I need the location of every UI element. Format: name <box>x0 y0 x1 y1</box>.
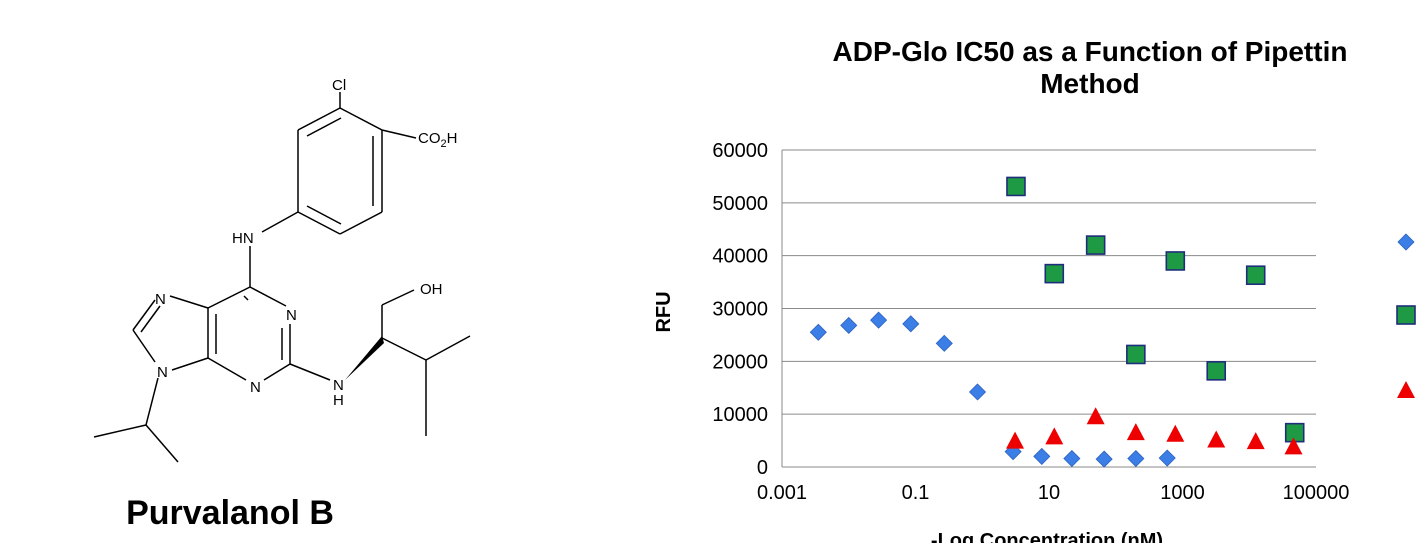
triangle-data-point <box>1166 424 1185 442</box>
square-data-point <box>1245 265 1266 286</box>
x-tick-label: 0.1 <box>902 482 930 504</box>
y-tick-label: 10000 <box>712 404 768 426</box>
purvalanol-b-structure: Cl CO2H HN OH N N N N N H <box>93 77 471 463</box>
x-axis-label: -Log Concentration (nM) <box>931 530 1163 543</box>
data-points <box>809 176 1305 468</box>
diamond-data-point <box>809 323 827 341</box>
y-axis-label: RFU <box>653 291 675 332</box>
diamond-data-point <box>902 315 920 333</box>
square-data-point <box>1085 235 1106 255</box>
chart-title: ADP-Glo IC50 as a Function of Pipettin M… <box>700 36 1419 100</box>
diamond-data-point <box>870 311 888 329</box>
hn-label: HN <box>232 230 254 247</box>
n9-label: N <box>157 364 168 381</box>
y-tick-label: 30000 <box>712 299 768 321</box>
y-tick-label: 0 <box>757 457 768 479</box>
grid-lines <box>782 149 1316 415</box>
square-data-point <box>1165 251 1186 271</box>
carboxyl-label: CO2H <box>418 130 457 150</box>
triangle-data-point <box>1284 437 1303 455</box>
legend-triangle-marker <box>1397 381 1415 398</box>
triangle-data-point <box>1246 432 1265 450</box>
legend-diamond-marker <box>1397 233 1415 251</box>
x-tick-label: 100000 <box>1283 482 1350 504</box>
diamond-data-point <box>1033 447 1051 465</box>
n1-label: N <box>286 307 297 324</box>
nh-h-label: H <box>333 392 344 409</box>
n7-label: N <box>155 291 166 308</box>
diamond-data-point <box>840 316 858 334</box>
chlorine-label: Cl <box>332 77 346 94</box>
chart-title-line-2: Method <box>1040 68 1140 99</box>
axes <box>781 150 1316 468</box>
triangle-data-point <box>1045 427 1064 445</box>
diamond-data-point <box>968 383 987 401</box>
diamond-data-point <box>1158 449 1176 467</box>
square-data-point <box>1044 263 1065 284</box>
triangle-data-point <box>1126 423 1145 441</box>
diamond-data-point <box>1063 449 1081 468</box>
legend <box>1396 233 1416 398</box>
diamond-data-point <box>1095 450 1113 468</box>
tick-labels: 0 10000 20000 30000 40000 50000 60000 0.001 0.1 1… <box>712 140 1349 504</box>
square-data-point <box>1284 422 1305 443</box>
y-tick-label: 60000 <box>712 140 768 162</box>
nh-n-label: N <box>333 377 344 394</box>
compound-name: Purvalanol B <box>126 494 334 532</box>
chart-title-line-1: ADP-Glo IC50 as a Function of Pipettin <box>832 36 1348 67</box>
y-tick-label: 20000 <box>712 351 768 373</box>
diamond-data-point <box>935 334 953 352</box>
diamond-data-point <box>1127 449 1145 468</box>
y-tick-label: 50000 <box>712 193 768 215</box>
square-data-point <box>1006 176 1026 197</box>
square-data-point <box>1206 361 1227 381</box>
x-tick-label: 0.001 <box>757 482 807 504</box>
hydroxyl-label: OH <box>420 281 443 298</box>
triangle-data-point <box>1207 430 1226 448</box>
triangle-data-point <box>1086 407 1105 425</box>
n3-label: N <box>250 379 261 396</box>
triangle-data-point <box>1006 431 1025 449</box>
y-tick-label: 40000 <box>712 246 768 268</box>
x-tick-label: 10 <box>1038 482 1060 504</box>
legend-square-marker <box>1396 305 1416 325</box>
x-tick-label: 1000 <box>1160 482 1205 504</box>
square-data-point <box>1126 344 1146 365</box>
